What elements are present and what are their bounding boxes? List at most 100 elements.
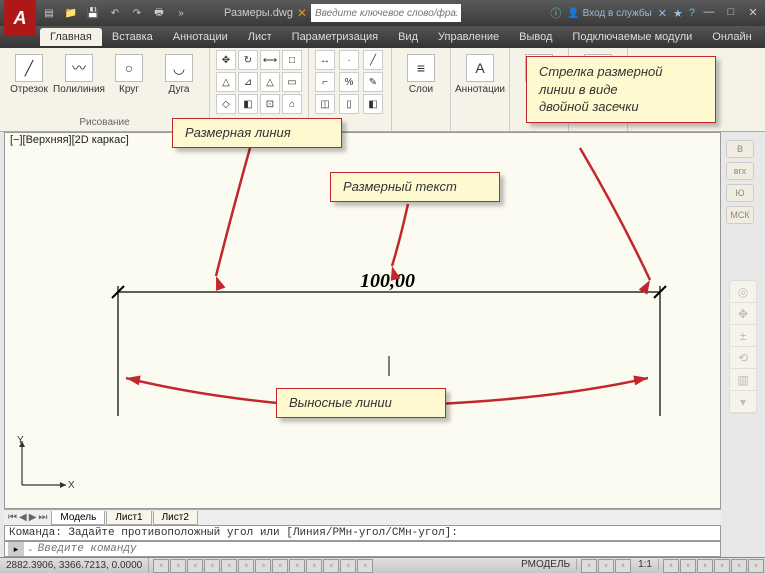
help-icon[interactable]: ?	[689, 7, 695, 19]
tool-Полилиния[interactable]: 〰Полилиния	[56, 50, 102, 95]
menu-tab-0[interactable]: Главная	[40, 28, 102, 46]
menu-tab-8[interactable]: Подключаемые модули	[562, 28, 702, 46]
status-toggle-status-icons-left-7[interactable]: ▫	[272, 559, 288, 573]
small-tool-8[interactable]: ◧	[363, 94, 383, 114]
maximize-button[interactable]: □	[723, 6, 739, 20]
small-tool-4[interactable]: △	[216, 72, 236, 92]
qat-more-icon[interactable]: »	[172, 4, 190, 22]
status-toggle-status-icons-right-0[interactable]: ▫	[581, 559, 597, 573]
exchange-icon[interactable]: ✕	[658, 7, 667, 20]
nav-showmotion-icon[interactable]: ▥	[730, 369, 756, 391]
tool-Отрезок[interactable]: ╱Отрезок	[6, 50, 52, 95]
small-tool-3[interactable]: ⌐	[315, 72, 335, 92]
small-tool-2[interactable]: ╱	[363, 50, 383, 70]
status-toggle-status-icons-right-1[interactable]: ▫	[598, 559, 614, 573]
nav-orbit-icon[interactable]: ⟲	[730, 347, 756, 369]
navcube-1[interactable]: вгх	[726, 162, 754, 180]
small-tool-1[interactable]: ↻	[238, 50, 258, 70]
menu-tab-9[interactable]: Онлайн	[702, 28, 761, 46]
small-tool-5[interactable]: ✎	[363, 72, 383, 92]
menu-tab-1[interactable]: Вставка	[102, 28, 163, 46]
qat-print-icon[interactable]: 🖶	[150, 4, 168, 22]
small-tool-0[interactable]: ↔	[315, 50, 335, 70]
status-toggle-status-icons-far-4[interactable]: ▫	[731, 559, 747, 573]
status-toggle-status-icons-left-5[interactable]: ▫	[238, 559, 254, 573]
tab-prev-icon[interactable]: ◀	[19, 512, 27, 523]
viewport-label[interactable]: [−][Верхняя][2D каркас]	[10, 134, 129, 146]
layout-tab-Лист2[interactable]: Лист2	[153, 511, 198, 525]
status-toggle-status-icons-left-10[interactable]: ▫	[323, 559, 339, 573]
status-toggle-status-icons-left-9[interactable]: ▫	[306, 559, 322, 573]
status-model-button[interactable]: РМОДЕЛЬ	[515, 559, 577, 570]
status-toggle-status-icons-left-0[interactable]: ▫	[153, 559, 169, 573]
navcube-3[interactable]: МСК	[726, 206, 754, 224]
small-tool-6[interactable]: ◫	[315, 94, 335, 114]
small-tool-11[interactable]: ⌂	[282, 94, 302, 114]
small-tool-7[interactable]: ▯	[339, 94, 359, 114]
small-tool-3[interactable]: □	[282, 50, 302, 70]
command-input[interactable]	[34, 543, 720, 555]
navcube-0[interactable]: В	[726, 140, 754, 158]
layers-button[interactable]: ≡Слои	[398, 50, 444, 95]
navcube[interactable]: Ввгх Ю МСК	[723, 140, 757, 224]
favorite-icon[interactable]: ★	[673, 7, 683, 20]
app-logo[interactable]: A	[4, 0, 36, 36]
status-toggle-status-icons-far-1[interactable]: ▫	[680, 559, 696, 573]
status-toggle-status-icons-left-8[interactable]: ▫	[289, 559, 305, 573]
status-toggle-status-icons-left-6[interactable]: ▫	[255, 559, 271, 573]
tool-Круг[interactable]: ○Круг	[106, 50, 152, 95]
status-toggle-status-icons-far-3[interactable]: ▫	[714, 559, 730, 573]
status-toggle-status-icons-far-0[interactable]: ▫	[663, 559, 679, 573]
small-tool-9[interactable]: ◧	[238, 94, 258, 114]
layout-tab-Модель[interactable]: Модель	[51, 511, 105, 525]
status-toggle-status-icons-left-3[interactable]: ▫	[204, 559, 220, 573]
small-tool-2[interactable]: ⟷	[260, 50, 280, 70]
nav-bar[interactable]: ◎ ✥ ± ⟲ ▥ ▾	[729, 280, 757, 414]
status-toggle-status-icons-far-2[interactable]: ▫	[697, 559, 713, 573]
tab-next-icon[interactable]: ▶	[29, 512, 37, 523]
command-prompt-icon[interactable]: ▸	[8, 542, 24, 556]
menu-tab-5[interactable]: Вид	[388, 28, 428, 46]
menu-tab-3[interactable]: Лист	[238, 28, 282, 46]
tool-Дуга[interactable]: ◡Дуга	[156, 50, 202, 95]
menu-tab-6[interactable]: Управление	[428, 28, 509, 46]
small-tool-6[interactable]: △	[260, 72, 280, 92]
navcube-2[interactable]: Ю	[726, 184, 754, 202]
menu-tab-2[interactable]: Аннотации	[163, 28, 238, 46]
small-tool-0[interactable]: ✥	[216, 50, 236, 70]
nav-pan-icon[interactable]: ✥	[730, 303, 756, 325]
tab-first-icon[interactable]: ⏮	[8, 512, 17, 523]
status-toggle-status-icons-left-4[interactable]: ▫	[221, 559, 237, 573]
qat-redo-icon[interactable]: ↷	[128, 4, 146, 22]
sign-in-link[interactable]: 👤 Вход в службы	[567, 8, 651, 19]
small-tool-5[interactable]: ⊿	[238, 72, 258, 92]
minimize-button[interactable]: —	[701, 6, 717, 20]
status-scale[interactable]: 1:1	[632, 559, 659, 570]
qat-save-icon[interactable]: 💾	[84, 4, 102, 22]
menu-tab-7[interactable]: Вывод	[509, 28, 562, 46]
nav-wheel-icon[interactable]: ◎	[730, 281, 756, 303]
status-toggle-status-icons-left-1[interactable]: ▫	[170, 559, 186, 573]
small-tool-1[interactable]: ·	[339, 50, 359, 70]
menu-tab-4[interactable]: Параметризация	[282, 28, 388, 46]
layout-tab-Лист1[interactable]: Лист1	[106, 511, 151, 525]
small-tool-4[interactable]: %	[339, 72, 359, 92]
nav-more-icon[interactable]: ▾	[730, 391, 756, 413]
help-search-input[interactable]	[311, 4, 461, 22]
info-icon[interactable]: ⓘ	[550, 5, 561, 21]
status-toggle-status-icons-left-11[interactable]: ▫	[340, 559, 356, 573]
small-tool-7[interactable]: ▭	[282, 72, 302, 92]
close-button[interactable]: ✕	[745, 6, 761, 20]
qat-new-icon[interactable]: ▤	[40, 4, 58, 22]
nav-zoom-icon[interactable]: ±	[730, 325, 756, 347]
small-tool-8[interactable]: ◇	[216, 94, 236, 114]
tab-last-icon[interactable]: ⏭	[38, 512, 47, 523]
status-toggle-status-icons-left-2[interactable]: ▫	[187, 559, 203, 573]
status-toggle-status-icons-right-2[interactable]: ▫	[615, 559, 631, 573]
small-tool-10[interactable]: ⊡	[260, 94, 280, 114]
annotation-button[interactable]: AАннотации	[457, 50, 503, 95]
status-toggle-status-icons-far-5[interactable]: ▫	[748, 559, 764, 573]
qat-open-icon[interactable]: 📁	[62, 4, 80, 22]
qat-undo-icon[interactable]: ↶	[106, 4, 124, 22]
status-toggle-status-icons-left-12[interactable]: ▫	[357, 559, 373, 573]
